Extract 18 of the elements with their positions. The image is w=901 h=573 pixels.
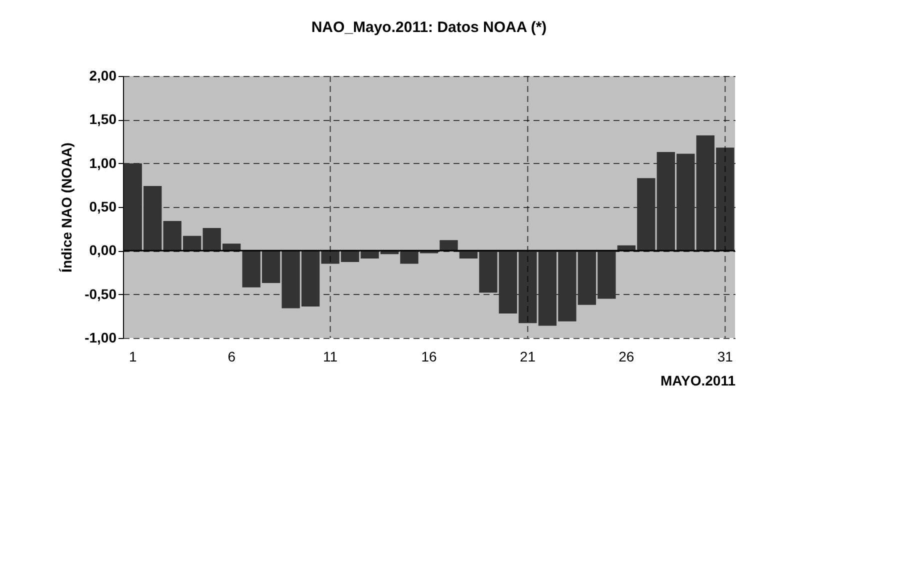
x-tick-label: 31 (717, 348, 734, 364)
x-tick-label: 26 (618, 348, 634, 364)
chart-title: NAO_Mayo.2011: Datos NOAA (*) (311, 19, 547, 36)
bar (440, 240, 458, 251)
x-axis-title: MAYO.2011 (660, 372, 736, 388)
y-tick-label: 1,50 (89, 111, 117, 128)
y-tick-label: 0,00 (89, 242, 117, 258)
y-tick-label: -0,50 (84, 286, 117, 302)
y-tick-label: 2,00 (89, 68, 117, 84)
x-tick-label: 16 (421, 348, 437, 364)
y-axis-title: Índice NAO (NOAA) (58, 142, 75, 272)
y-tick-label: -1,00 (84, 330, 117, 346)
x-tick-label: 1 (128, 348, 137, 364)
x-tick-label: 6 (228, 348, 236, 364)
x-tick-label: 21 (520, 348, 536, 364)
x-tick-label: 11 (323, 348, 338, 364)
y-tick-label: 1,00 (89, 154, 117, 171)
y-tick-label: 0,50 (89, 198, 117, 214)
